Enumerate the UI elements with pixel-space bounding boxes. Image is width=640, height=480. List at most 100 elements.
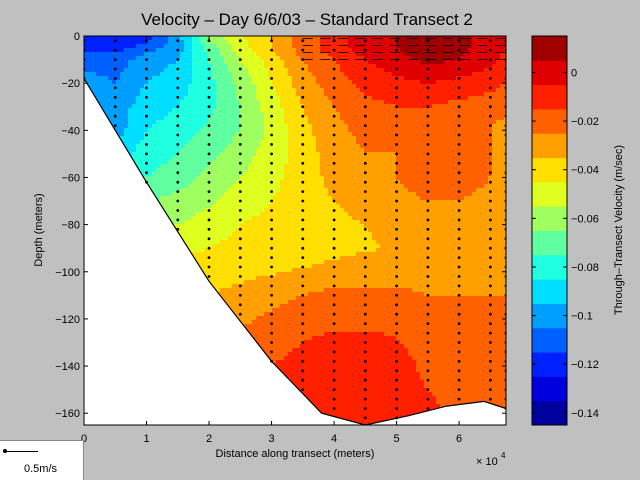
contour-cell (296, 136, 301, 141)
contour-cell (184, 100, 189, 105)
contour-cell (116, 84, 121, 89)
contour-cell (356, 164, 361, 169)
contour-cell (428, 168, 433, 173)
contour-cell (224, 172, 229, 177)
contour-cell (256, 196, 261, 201)
contour-cell (316, 172, 321, 177)
contour-cell (344, 184, 349, 189)
contour-cell (196, 104, 201, 109)
contour-cell (164, 112, 169, 117)
contour-cell (276, 100, 281, 105)
contour-cell (232, 212, 237, 217)
contour-cell (484, 124, 489, 129)
contour-cell (272, 116, 277, 121)
contour-cell (408, 188, 413, 193)
contour-cell (148, 172, 153, 177)
contour-cell (440, 96, 445, 101)
contour-cell (164, 196, 169, 201)
contour-cell (124, 72, 129, 77)
contour-cell (404, 60, 409, 65)
contour-cell (336, 144, 341, 149)
contour-cell (188, 104, 193, 109)
contour-cell (260, 148, 265, 153)
contour-cell (224, 40, 229, 45)
contour-cell (448, 176, 453, 181)
contour-cell (256, 152, 261, 157)
contour-cell (328, 56, 333, 61)
contour-cell (348, 216, 353, 221)
contour-cell (388, 124, 393, 129)
contour-cell (496, 180, 501, 185)
contour-cell (436, 156, 441, 161)
contour-cell (204, 132, 209, 137)
contour-cell (200, 120, 205, 125)
contour-cell (444, 204, 449, 209)
contour-cell (424, 56, 429, 61)
contour-cell (344, 112, 349, 117)
contour-cell (164, 100, 169, 105)
contour-cell (220, 84, 225, 89)
contour-cell (292, 176, 297, 181)
contour-cell (128, 60, 133, 65)
contour-cell (304, 136, 309, 141)
contour-cell (344, 204, 349, 209)
contour-cell (324, 120, 329, 125)
contour-cell (496, 156, 501, 161)
contour-cell (304, 212, 309, 217)
contour-cell (408, 116, 413, 121)
contour-cell (408, 92, 413, 97)
contour-cell (232, 44, 237, 49)
contour-cell (324, 112, 329, 117)
contour-cell (372, 68, 377, 73)
contour-cell (184, 44, 189, 49)
contour-cell (284, 152, 289, 157)
contour-cell (316, 156, 321, 161)
contour-cell (384, 76, 389, 81)
contour-cell (188, 200, 193, 205)
contour-cell (196, 180, 201, 185)
contour-cell (408, 100, 413, 105)
contour-cell (428, 88, 433, 93)
contour-cell (300, 140, 305, 145)
contour-cell (232, 148, 237, 153)
contour-cell (472, 132, 477, 137)
contour-cell (408, 168, 413, 173)
contour-cell (408, 160, 413, 165)
contour-cell (308, 64, 313, 69)
contour-cell (408, 56, 413, 61)
contour-cell (304, 188, 309, 193)
contour-cell (176, 156, 181, 161)
contour-cell (232, 52, 237, 57)
contour-cell (424, 64, 429, 69)
contour-cell (164, 152, 169, 157)
contour-cell (92, 48, 97, 53)
contour-cell (488, 136, 493, 141)
contour-cell (492, 112, 497, 117)
contour-cell (284, 104, 289, 109)
contour-cell (152, 188, 157, 193)
contour-cell (284, 112, 289, 117)
contour-cell (268, 196, 273, 201)
contour-cell (136, 144, 141, 149)
contour-cell (400, 180, 405, 185)
contour-cell (120, 48, 125, 53)
contour-cell (344, 180, 349, 185)
contour-cell (316, 48, 321, 53)
contour-cell (372, 88, 377, 93)
contour-cell (188, 180, 193, 185)
contour-cell (288, 160, 293, 165)
contour-cell (120, 56, 125, 61)
contour-cell (296, 68, 301, 73)
contour-cell (368, 184, 373, 189)
contour-cell (140, 68, 145, 73)
contour-cell (416, 180, 421, 185)
contour-cell (504, 164, 506, 169)
contour-cell (480, 200, 485, 205)
contour-cell (172, 148, 177, 153)
contour-cell (208, 172, 213, 177)
contour-cell (276, 188, 281, 193)
contour-cell (196, 188, 201, 193)
contour-cell (356, 48, 361, 53)
contour-cell (440, 164, 445, 169)
contour-cell (332, 120, 337, 125)
